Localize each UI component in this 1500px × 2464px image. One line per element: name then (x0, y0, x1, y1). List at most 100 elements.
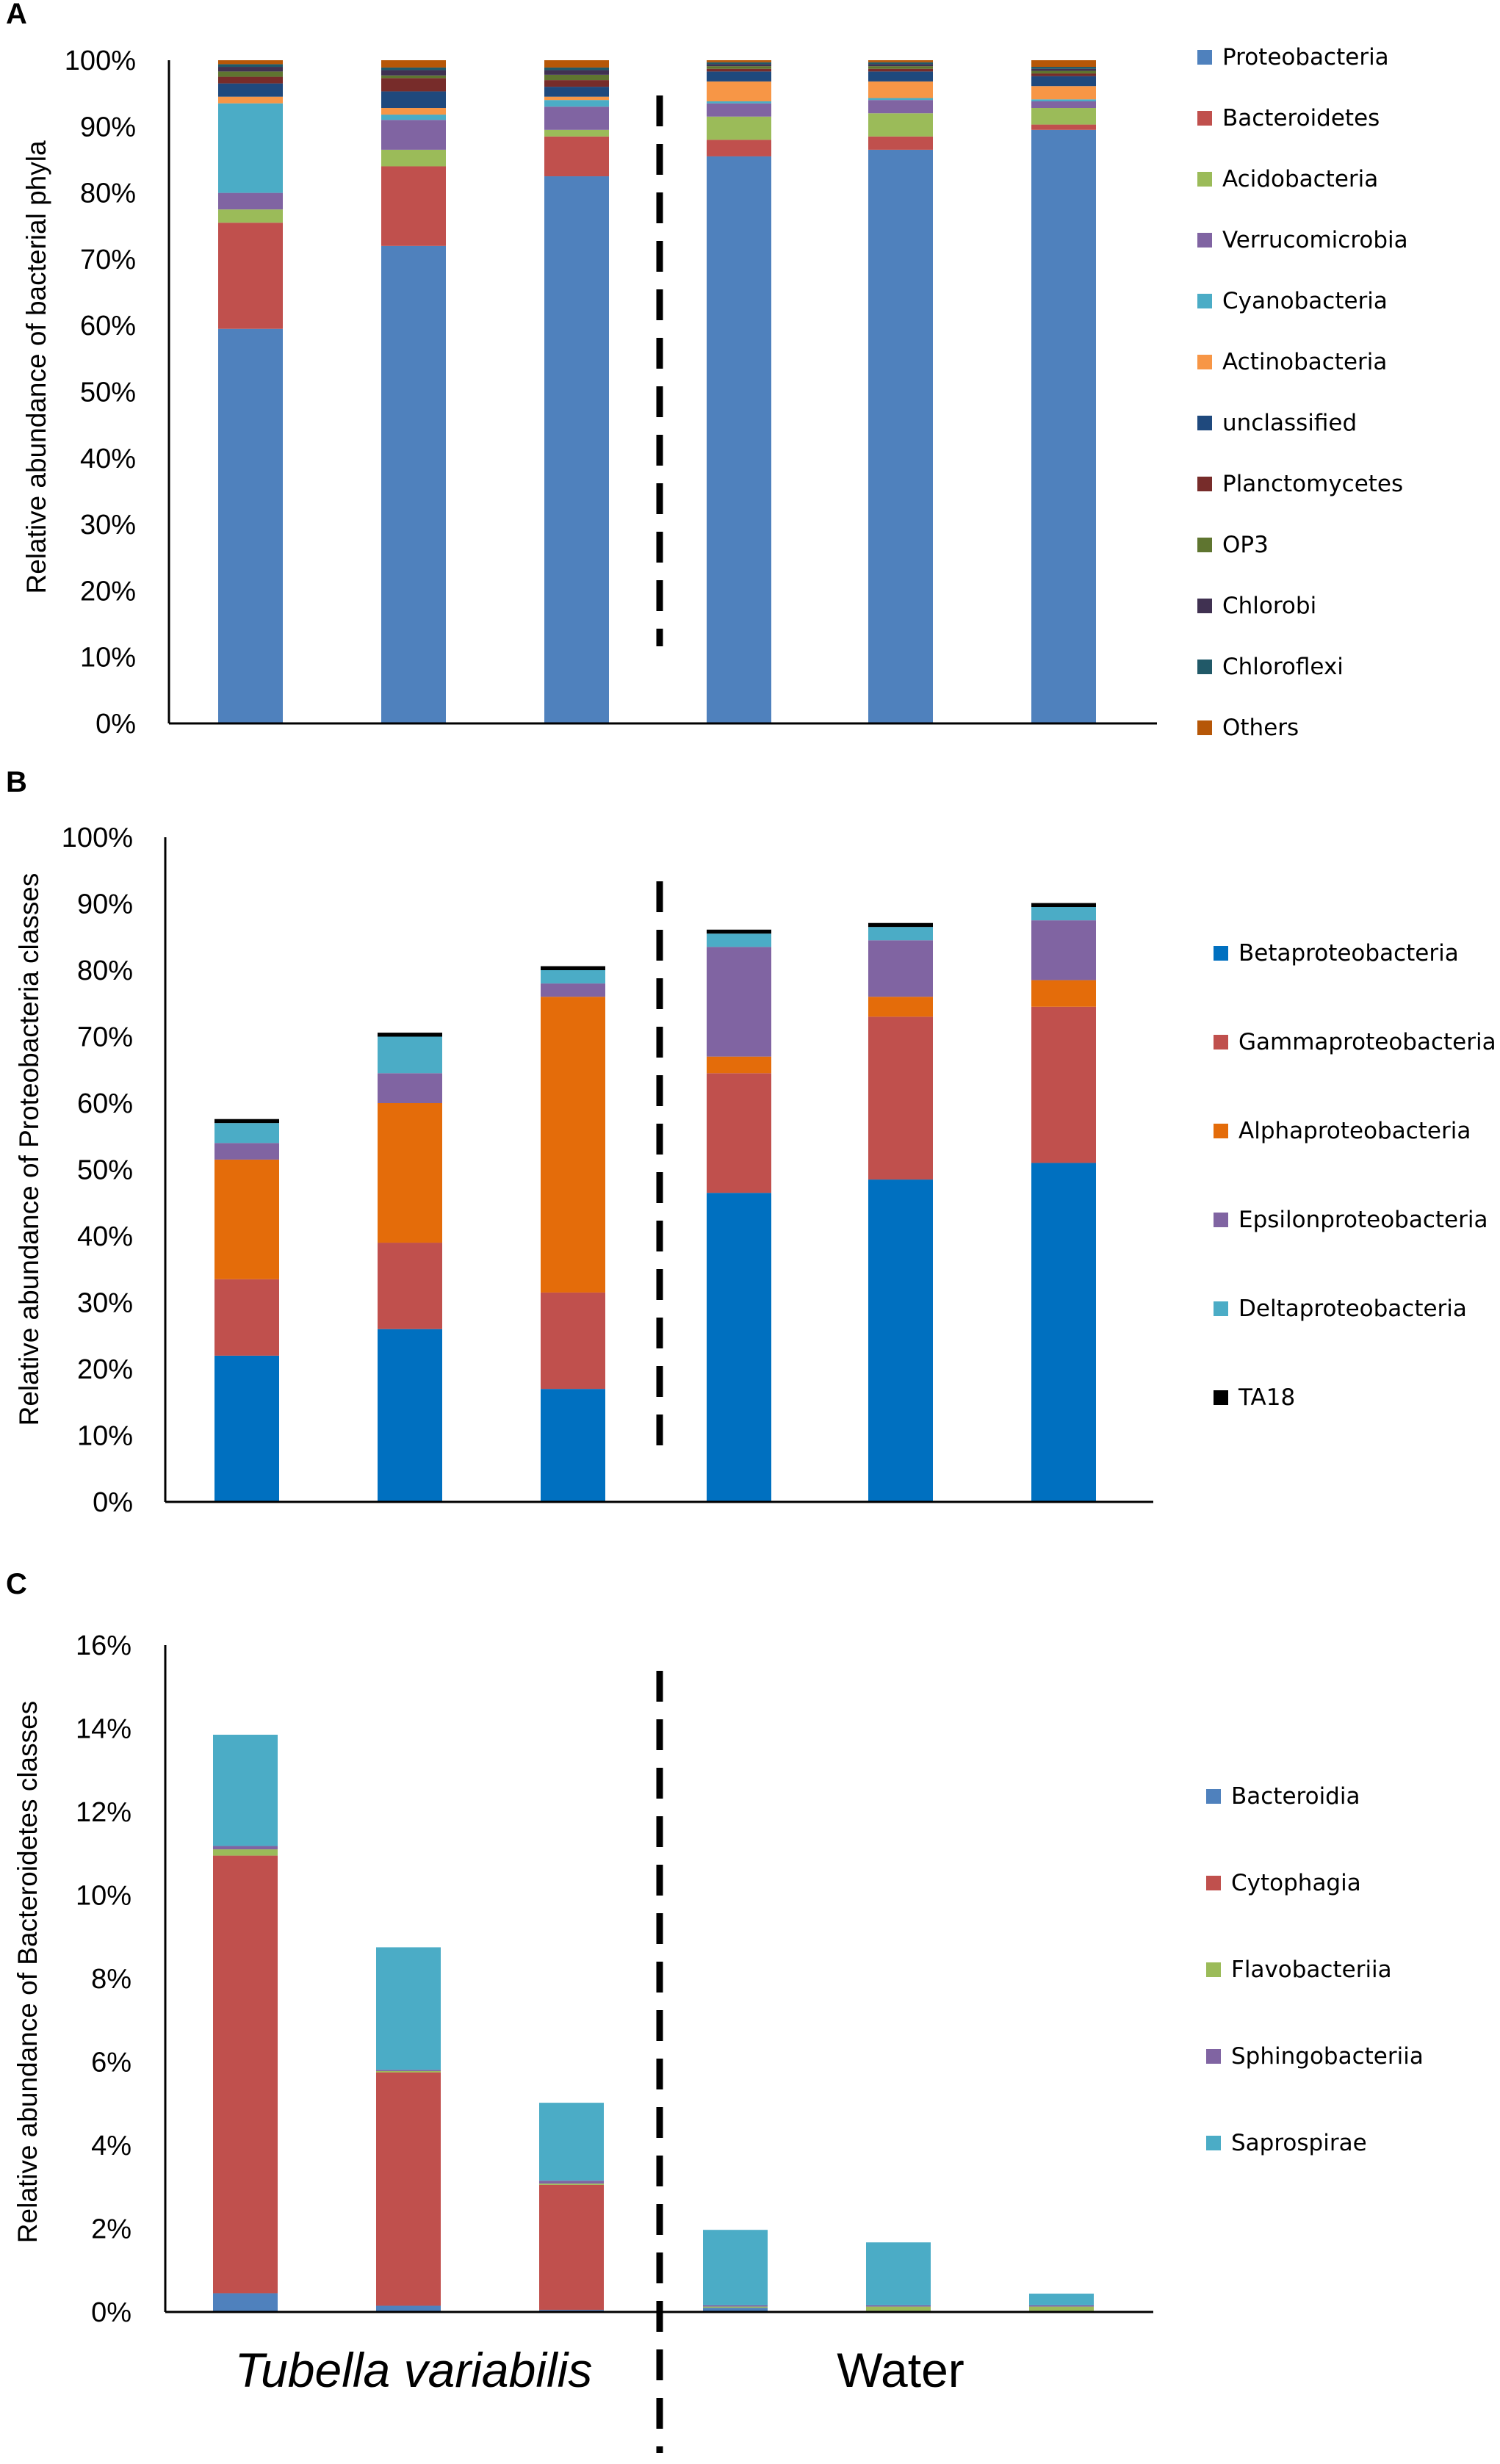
panel-a-bar-3-op3 (544, 74, 609, 81)
panel-a-legend-label-verrucomicrobia: Verrucomicrobia (1222, 227, 1408, 253)
panel-a-bar-6-actinobacteria (1031, 86, 1096, 100)
panel-a-bar-4-cyanobacteria (707, 101, 771, 104)
panel-c-bar-4-flavobacteriia (703, 2306, 768, 2308)
panel-b-label: B (6, 766, 27, 798)
panel-b: B Relative abundance of Proteobacteria c… (6, 766, 1496, 1518)
panel-a-bar-2-unclassified (381, 91, 446, 109)
panel-a-bar-6-op3 (1031, 71, 1096, 74)
panel-a-bar-3-unclassified (544, 87, 609, 97)
panel-c: C Relative abundance of Bacteroidetes cl… (6, 1568, 1424, 2328)
panel-a-bar-3-chloroflexi (544, 67, 609, 71)
panel-b-bar-2-epsilonproteobacteria (378, 1073, 442, 1103)
panel-a-bar-3-chlorobi (544, 70, 609, 75)
panel-b-bar-4-epsilonproteobacteria (707, 947, 771, 1057)
panel-a-bar-6-proteobacteria (1031, 129, 1096, 723)
panel-a-bar-5-chloroflexi (868, 62, 933, 65)
panel-b-legend-swatch-epsilonproteobacteria (1214, 1213, 1228, 1227)
panel-a-bar-1-proteobacteria (218, 328, 283, 724)
panel-b-bars (214, 903, 1096, 1502)
panel-a-legend-swatch-verrucomicrobia (1197, 233, 1212, 248)
panel-b-legend-label-epsilonproteobacteria: Epsilonproteobacteria (1238, 1207, 1488, 1233)
panel-a-bar-4-chloroflexi (707, 62, 771, 65)
panel-b-bar-2-alphaproteobacteria (378, 1103, 442, 1243)
panel-c-bar-1-bacteroidia (213, 2293, 278, 2312)
panel-a-bar-4-op3 (707, 66, 771, 69)
panel-b-bar-2-betaproteobacteria (378, 1329, 442, 1502)
panel-a-bar-1-chlorobi (218, 67, 283, 72)
panel-b-bar-5-epsilonproteobacteria (868, 940, 933, 997)
panel-a-bar-1-bacteroidetes (218, 223, 283, 329)
panel-a-legend-label-unclassified: unclassified (1222, 410, 1357, 436)
panel-c-y-tick-label: 6% (91, 2048, 131, 2078)
panel-c-y-tick-label: 14% (76, 1714, 131, 1745)
panel-c-legend: Bacteroidia Cytophagia Flavobacteriia Sphin… (1206, 1783, 1424, 2156)
panel-c-bar-4-bacteroidia (703, 2308, 768, 2312)
panel-a-bar-2-actinobacteria (381, 108, 446, 115)
panel-c-bar-5-sphingobacteriia (866, 2305, 931, 2307)
panel-b-bar-4-alphaproteobacteria (707, 1056, 771, 1074)
panel-a-bar-4-others (707, 60, 771, 62)
panel-c-y-tick-label: 8% (91, 1964, 131, 1995)
panel-c-bar-4-sphingobacteriia (703, 2305, 768, 2307)
panel-a-bar-5-planctomycetes (868, 68, 933, 72)
panel-b-bar-6-deltaproteobacteria (1031, 907, 1096, 921)
panel-b-legend: Betaproteobacteria Gammaproteobacteria Alp… (1214, 940, 1496, 1411)
panel-a-bar-6-acidobacteria (1031, 108, 1096, 125)
panel-c-bar-3-sphingobacteriia (539, 2181, 604, 2184)
panel-a-y-tick-label: 100% (65, 46, 136, 76)
panel-a-bar-1-others (218, 60, 283, 65)
panel-c-y-tick-label: 2% (91, 2214, 131, 2245)
panel-a-legend-swatch-actinobacteria (1197, 355, 1212, 369)
panel-a-y-ticks: 0% 10% 20% 30% 40% 50% 60% 70% 80% 90% 100% (65, 46, 136, 740)
panel-a-bar-1-actinobacteria (218, 96, 283, 104)
panel-a-bar-6-chloroflexi (1031, 67, 1096, 69)
panel-a-bar-3-planctomycetes (544, 80, 609, 87)
panel-a-legend-label-acidobacteria: Acidobacteria (1222, 166, 1378, 192)
panel-a-legend-label-bacteroidetes: Bacteroidetes (1222, 105, 1380, 131)
panel-b-y-tick-label: 70% (77, 1022, 133, 1053)
panel-a-y-tick-label: 50% (80, 377, 136, 408)
panel-c-bar-1-sphingobacteriia (213, 1846, 278, 1850)
panel-a-bar-2-others (381, 60, 446, 68)
panel-a-legend-swatch-proteobacteria (1197, 50, 1212, 65)
panel-a-bar-2-bacteroidetes (381, 166, 446, 246)
panel-a-legend-swatch-others (1197, 720, 1212, 735)
panel-b-bar-6-gammaproteobacteria (1031, 1006, 1096, 1163)
panel-b-bar-3-ta18 (541, 966, 605, 970)
panel-b-bar-1-alphaproteobacteria (214, 1159, 279, 1279)
panel-c-label: C (6, 1568, 27, 1600)
panel-a-bar-3-cyanobacteria (544, 100, 609, 107)
panel-b-bar-5-alphaproteobacteria (868, 997, 933, 1017)
panel-c-bar-1-flavobacteriia (213, 1849, 278, 1856)
panel-a-bar-1-chloroflexi (218, 64, 283, 68)
panel-a-legend-swatch-op3 (1197, 538, 1212, 552)
panel-a-bar-3-actinobacteria (544, 96, 609, 101)
panel-b-y-tick-label: 90% (77, 889, 133, 920)
panel-b-bar-6-epsilonproteobacteria (1031, 920, 1096, 980)
panel-a-bar-6-unclassified (1031, 76, 1096, 87)
panel-a-legend-swatch-chlorobi (1197, 599, 1212, 613)
panel-a-y-tick-label: 80% (80, 178, 136, 209)
panel-c-bar-3-flavobacteriia (539, 2183, 604, 2185)
panel-c-y-axis-title: Relative abundance of Bacteroidetes clas… (12, 1701, 43, 2243)
panel-b-legend-label-betaproteobacteria: Betaproteobacteria (1238, 940, 1459, 967)
panel-a: A Relative abundance of bacterial phyla … (6, 0, 1408, 741)
panel-a-y-tick-label: 60% (80, 311, 136, 342)
panel-b-y-tick-label: 10% (77, 1421, 133, 1452)
panel-a-bar-3-others (544, 60, 609, 68)
panel-a-bar-1-unclassified (218, 83, 283, 97)
panel-a-bar-3-verrucomicrobia (544, 106, 609, 130)
panel-a-bar-2-cyanobacteria (381, 115, 446, 120)
panel-b-bar-2-deltaproteobacteria (378, 1036, 442, 1074)
panel-b-bar-1-gammaproteobacteria (214, 1279, 279, 1356)
panel-a-legend-swatch-acidobacteria (1197, 172, 1212, 187)
panel-a-bar-1-op3 (218, 71, 283, 77)
panel-a-legend-label-op3: OP3 (1222, 532, 1269, 558)
panel-a-bar-2-proteobacteria (381, 245, 446, 724)
panel-c-bars (213, 1735, 1094, 2312)
panel-b-legend-swatch-ta18 (1214, 1390, 1228, 1405)
panel-c-bar-6-flavobacteriia (1029, 2306, 1094, 2311)
panel-c-bar-1-saprospirae (213, 1735, 278, 1846)
panel-c-legend-label-cytophagia: Cytophagia (1231, 1870, 1361, 1896)
